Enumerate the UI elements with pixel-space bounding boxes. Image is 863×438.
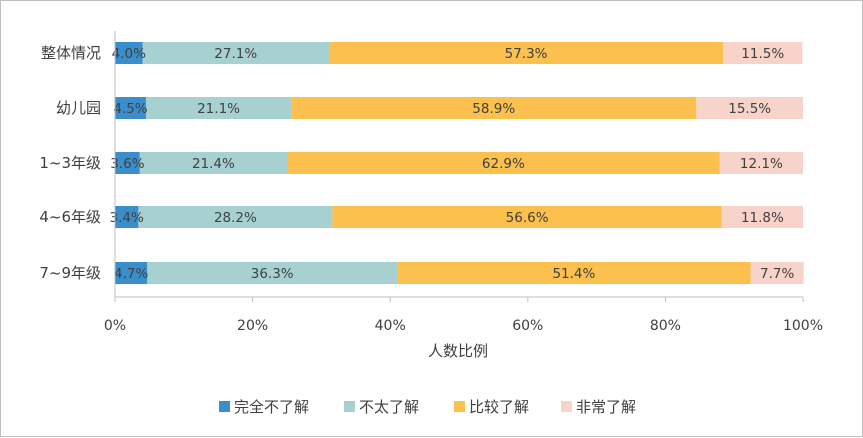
- data-label: 3.4%: [110, 210, 144, 226]
- x-tick-label: 80%: [650, 318, 681, 334]
- data-label: 28.2%: [214, 210, 257, 226]
- data-label: 21.4%: [192, 156, 235, 172]
- legend-label: 完全不了解: [234, 398, 309, 416]
- bar-segment: [115, 206, 139, 228]
- bar-segment: [115, 97, 146, 119]
- data-label: 11.5%: [741, 46, 784, 62]
- category-label: 1~3年级: [39, 154, 101, 172]
- legend-item: 比较了解: [454, 398, 529, 416]
- data-label: 15.5%: [728, 101, 771, 117]
- data-label: 51.4%: [552, 266, 595, 282]
- bar-segment: [142, 42, 329, 64]
- data-label: 4.0%: [112, 46, 146, 62]
- bar-segment: [287, 152, 720, 174]
- legend-label: 比较了解: [469, 398, 529, 416]
- x-tick-label: 40%: [375, 318, 406, 334]
- category-label: 幼儿园: [56, 99, 101, 117]
- legend-label: 不太了解: [359, 398, 419, 416]
- data-label: 56.6%: [506, 210, 549, 226]
- data-label: 27.1%: [214, 46, 257, 62]
- legend-swatch: [561, 401, 572, 412]
- bar-segment: [328, 42, 724, 64]
- bar-segment: [696, 97, 803, 119]
- bar-segment: [397, 262, 751, 284]
- bar-segment: [750, 262, 804, 284]
- legend-item: 不太了解: [344, 398, 419, 416]
- bar-segment: [147, 262, 398, 284]
- data-label: 11.8%: [741, 210, 784, 226]
- bar-segment: [138, 206, 333, 228]
- bars-layer: 4.0% 27.1% 57.3% 11.5% 4.5% 21.1% 58.9% 15.5% 3.…: [110, 42, 804, 284]
- bar-segment: [115, 262, 148, 284]
- data-label: 58.9%: [472, 101, 515, 117]
- legend-item: 非常了解: [561, 398, 636, 416]
- data-label: 4.5%: [113, 101, 147, 117]
- bar-segment: [139, 152, 287, 174]
- legend-swatch: [344, 401, 355, 412]
- data-label: 36.3%: [251, 266, 294, 282]
- bar-segment: [721, 206, 803, 228]
- data-label: 21.1%: [197, 101, 240, 117]
- category-label: 4~6年级: [39, 208, 101, 226]
- bar-segment: [719, 152, 803, 174]
- legend-label: 非常了解: [576, 398, 636, 416]
- legend: 完全不了解 不太了解 比较了解 非常了解: [219, 398, 636, 416]
- x-tick-label: 100%: [783, 318, 823, 334]
- data-label: 3.6%: [110, 156, 144, 172]
- bar-segment: [115, 42, 143, 64]
- data-label: 62.9%: [482, 156, 525, 172]
- x-tick-label: 20%: [237, 318, 268, 334]
- x-tick-label: 60%: [512, 318, 543, 334]
- data-label: 12.1%: [740, 156, 783, 172]
- bar-segment: [145, 97, 292, 119]
- category-label: 7~9年级: [39, 264, 101, 282]
- x-axis: 0% 20% 40% 60% 80% 100%: [104, 296, 823, 334]
- data-label: 4.7%: [114, 266, 148, 282]
- bar-segment: [332, 206, 722, 228]
- data-label: 57.3%: [505, 46, 548, 62]
- data-label: 7.7%: [760, 266, 794, 282]
- x-tick-label: 0%: [104, 318, 126, 334]
- x-axis-title: 人数比例: [428, 342, 488, 360]
- category-label: 整体情况: [41, 44, 101, 62]
- bar-segment: [115, 152, 140, 174]
- legend-swatch: [219, 401, 230, 412]
- bar-segment: [291, 97, 697, 119]
- legend-swatch: [454, 401, 465, 412]
- legend-item: 完全不了解: [219, 398, 309, 416]
- bar-segment: [723, 42, 803, 64]
